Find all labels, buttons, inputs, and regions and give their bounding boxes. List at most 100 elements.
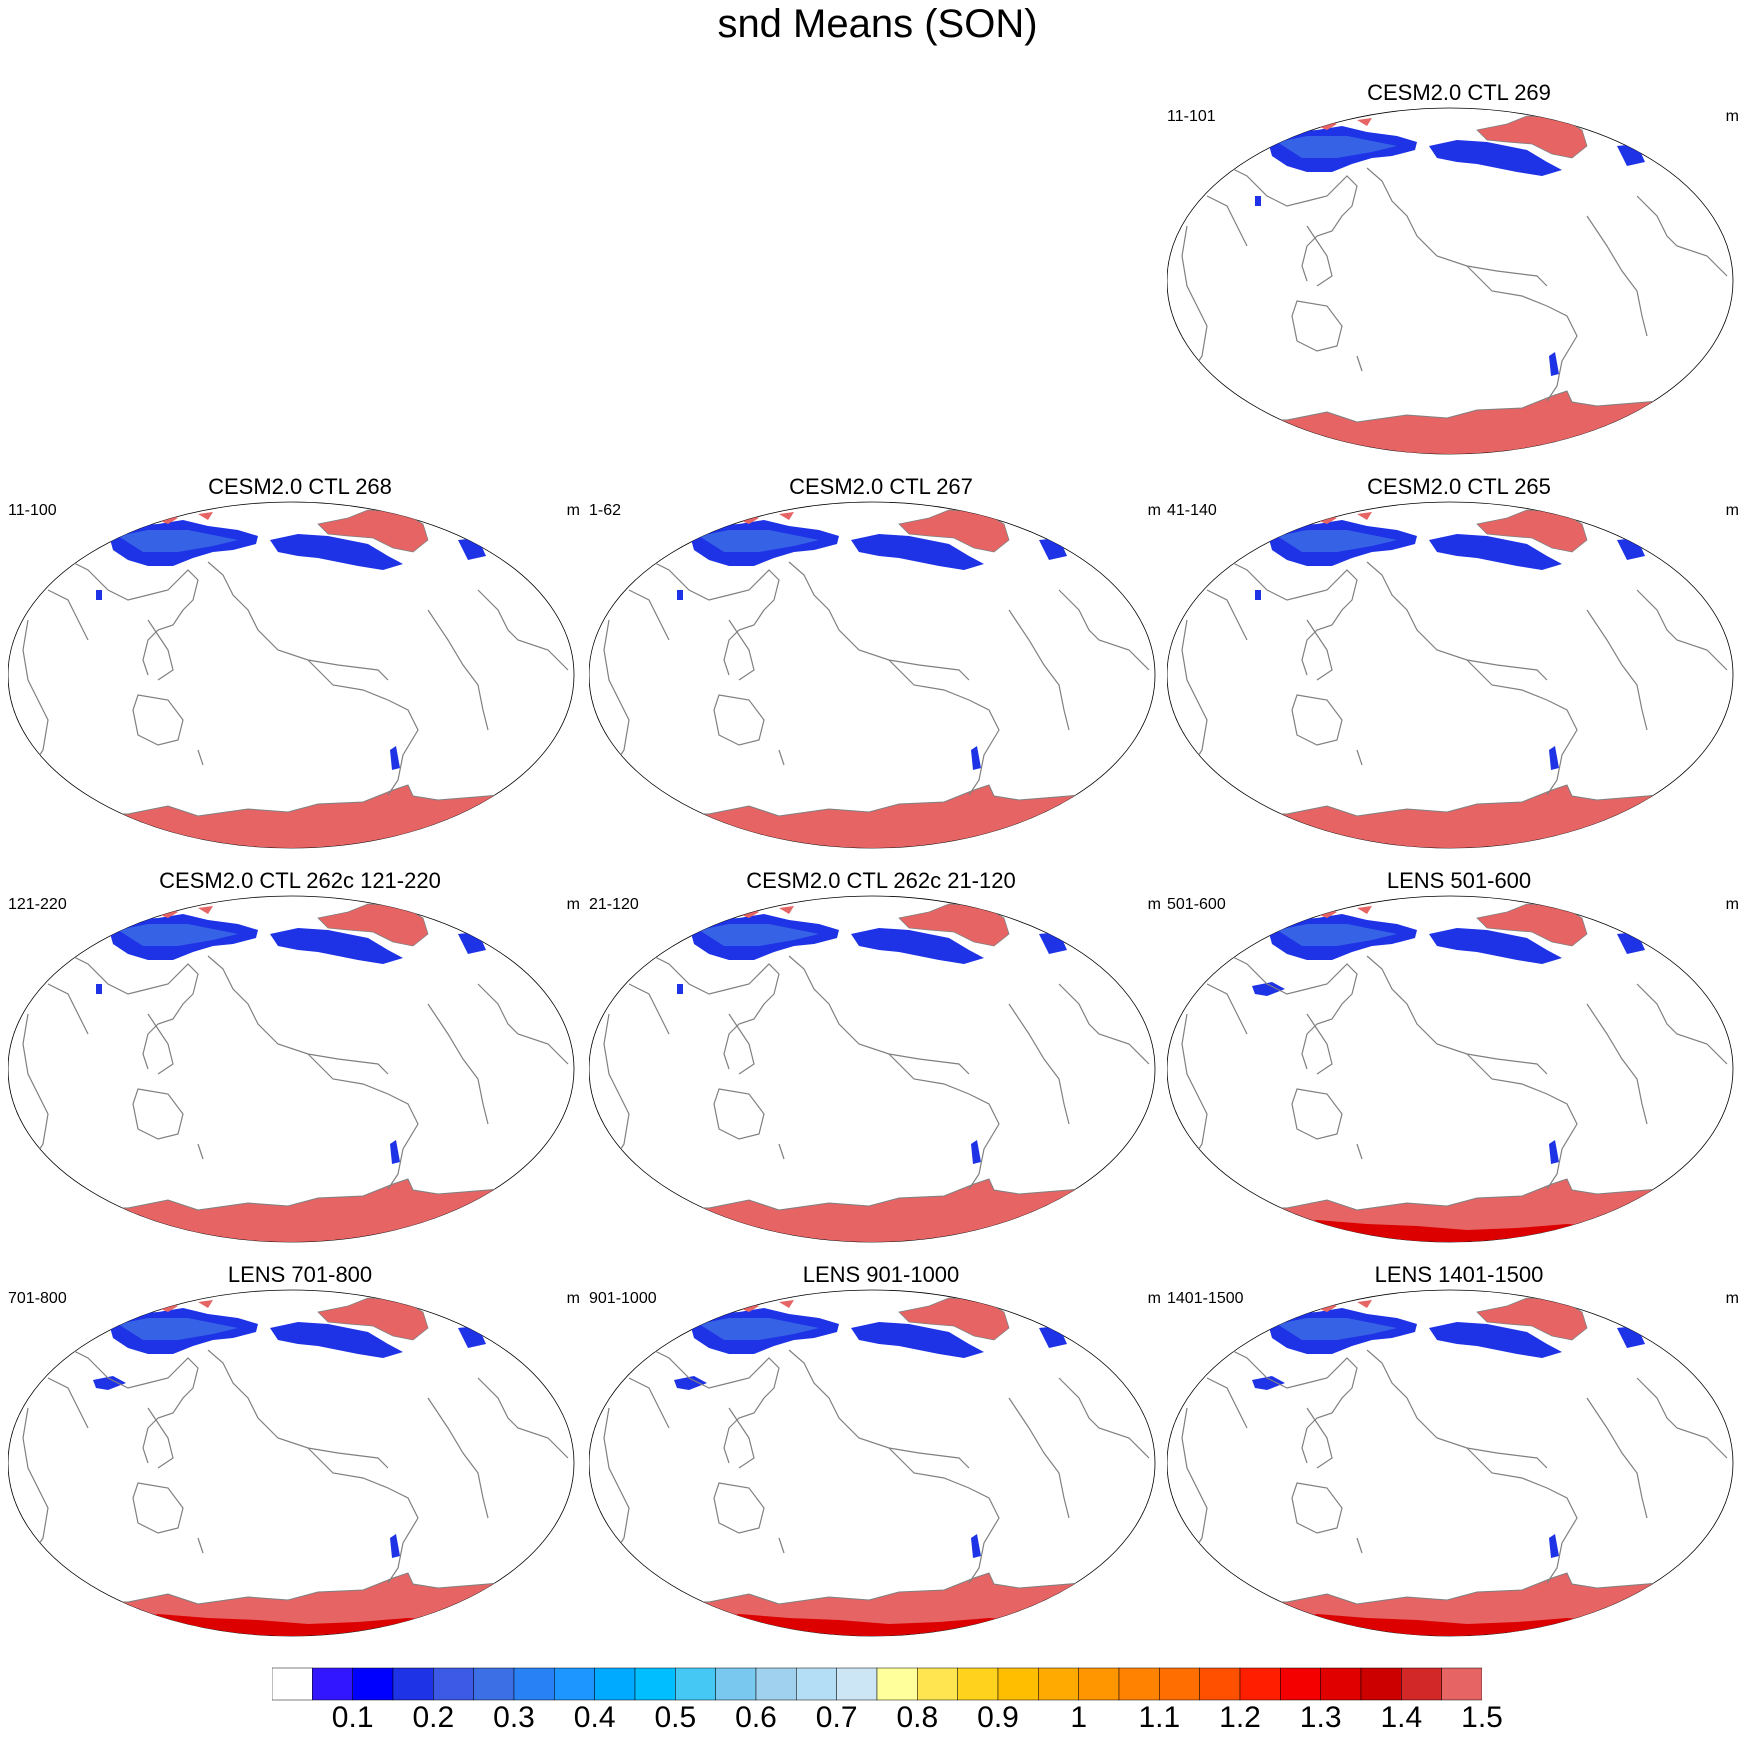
arctic-island-snow (198, 1300, 213, 1308)
panel-units: m (1147, 896, 1161, 913)
coastline (1181, 619, 1208, 771)
andes-snow (971, 1534, 981, 1558)
colorbar-box (836, 1667, 878, 1701)
panel-units: m (566, 896, 580, 913)
coastline (778, 1143, 785, 1160)
andes-snow (971, 746, 981, 770)
coastline (147, 1407, 174, 1469)
coastline (788, 1349, 970, 1469)
map-panel: LENS 901-1000 901-1000 m (589, 1262, 1173, 1637)
coastline (788, 561, 970, 681)
colorbar-box (513, 1667, 555, 1701)
panel-year-range: 11-100 (8, 502, 57, 519)
andes-snow (390, 1534, 400, 1558)
coastline (47, 983, 89, 1035)
colorbar-tick-label: 0.7 (815, 1701, 858, 1734)
coastline (1636, 195, 1728, 277)
panel-title: LENS 901-1000 (802, 1262, 960, 1287)
coastline (477, 589, 569, 671)
colorbar-boxes (271, 1667, 1483, 1701)
coastline (1586, 215, 1648, 337)
arctic-island-snow (1357, 906, 1372, 914)
coastline (1466, 265, 1578, 402)
coastline (427, 1397, 489, 1519)
coastline (1586, 609, 1648, 731)
coastline (1636, 1377, 1728, 1459)
north-america-snow (851, 928, 984, 964)
arctic-island-snow (1357, 512, 1372, 520)
colorbar-box (1239, 1667, 1281, 1701)
colorbar-box (1078, 1667, 1120, 1701)
panel-title: LENS 501-600 (1386, 868, 1532, 893)
coastline (132, 1482, 184, 1534)
map-plot (589, 895, 1156, 1243)
tibet-snow (1255, 196, 1261, 206)
panel-units: m (566, 1290, 580, 1307)
coastline (1366, 955, 1548, 1075)
coastline (1181, 1013, 1208, 1165)
coastline (628, 983, 670, 1035)
map-plot (1167, 1289, 1734, 1637)
tibet-snow (1255, 590, 1261, 600)
coastline (603, 1013, 630, 1165)
colorbar-box (271, 1667, 313, 1701)
panel-units: m (1147, 502, 1161, 519)
map-plot (589, 1289, 1156, 1637)
andes-snow (390, 1140, 400, 1164)
coastline (888, 1053, 1000, 1190)
coastline (1206, 983, 1248, 1035)
andes-snow (1549, 352, 1559, 376)
colorbar-tick-label: 1.2 (1219, 1701, 1261, 1734)
north-america-snow (851, 1322, 984, 1358)
coastline (1291, 1088, 1343, 1140)
panel-year-range: 901-1000 (589, 1290, 657, 1307)
colorbar-tick-label: 0.3 (493, 1701, 535, 1734)
coastline (713, 1482, 765, 1534)
greenland-snow (317, 903, 429, 947)
coastline (1206, 195, 1248, 247)
coastline (427, 1003, 489, 1125)
coastline (197, 1143, 204, 1160)
coastline (1181, 225, 1208, 377)
colorbar: 0.1 0.2 0.3 0.4 0.5 0.6 0.7 0.8 0.9 1 1.1 1.2 1.3 1.4… (271, 1667, 1503, 1734)
panel-year-range: 121-220 (8, 896, 67, 913)
colorbar-box (594, 1667, 636, 1701)
colorbar-tick-label: 0.9 (977, 1701, 1019, 1734)
coastline (713, 694, 765, 746)
panel-units: m (1725, 896, 1739, 913)
map-panel: LENS 1401-1500 1401-1500 m (1167, 1262, 1751, 1637)
colorbar-tick-label: 0.6 (735, 1701, 777, 1734)
eurasia-snow-mid (1277, 1318, 1397, 1340)
coastline (1366, 561, 1548, 681)
greenland-snow (317, 509, 429, 553)
colorbar-box (473, 1667, 515, 1701)
colorbar-tick-label: 1.1 (1138, 1701, 1181, 1734)
panel-title: CESM2.0 CTL 268 (208, 474, 392, 499)
coastline (788, 955, 970, 1075)
north-america-snow (1429, 928, 1562, 964)
colorbar-box (715, 1667, 757, 1701)
coastline (207, 1349, 389, 1469)
north-america-snow (1429, 1322, 1562, 1358)
tibet-snow (96, 984, 102, 994)
greenland-snow (1476, 115, 1588, 159)
coastline (47, 1377, 89, 1429)
greenland-snow (317, 1297, 429, 1341)
map-panel: CESM2.0 CTL 269 11-101 m (1167, 80, 1751, 455)
colorbar-box (1118, 1667, 1160, 1701)
coastline (147, 619, 174, 681)
coastline (197, 749, 204, 766)
coastline (22, 1407, 49, 1559)
coastline (1356, 1537, 1363, 1554)
coastline (1291, 300, 1343, 352)
colorbar-box (433, 1667, 474, 1701)
colorbar-tick-label: 0.2 (412, 1701, 455, 1734)
coastline (307, 1447, 419, 1584)
colorbar-tick-label: 1 (1070, 1701, 1087, 1734)
coastline (207, 561, 389, 681)
coastline (1356, 355, 1363, 372)
panel-title: CESM2.0 CTL 265 (1367, 474, 1551, 499)
coastline (628, 589, 670, 641)
coastline (1306, 1407, 1333, 1469)
panel-units: m (1725, 108, 1739, 125)
